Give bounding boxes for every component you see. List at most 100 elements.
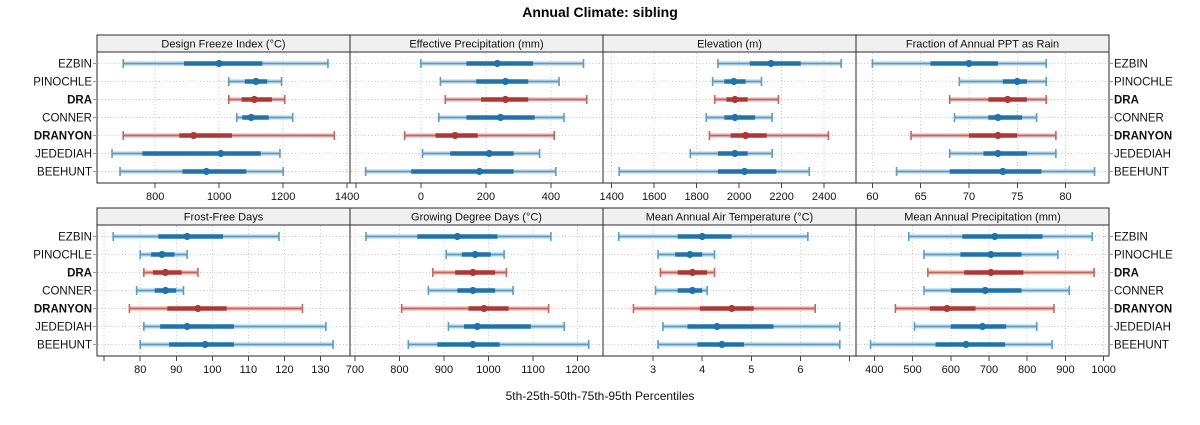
median-dot [994,131,1002,140]
site-label-right-ezbin: EZBIN [1114,59,1148,71]
median-dot [217,149,225,158]
site-label-left-ezbin: EZBIN [58,232,92,244]
axis-tick-label: 60 [866,191,878,203]
axis-tick-label: 1400 [599,191,623,203]
strip-title: Mean Annual Precipitation (mm) [904,212,1061,224]
axis-tick-label: 900 [435,364,453,376]
axis-tick-label: 0 [418,191,424,203]
dra-whisker [713,95,780,104]
axis-tick-label: 100 [203,364,221,376]
strip-title: Design Freeze Index (°C) [161,39,285,51]
dra-whisker [227,95,286,104]
median-dot [183,232,191,241]
site-label-right-beehunt: BEEHUNT [1114,167,1169,179]
chart-title: Annual Climate: sibling [522,4,678,20]
median-dot [965,59,973,68]
median-dot [728,304,736,313]
median-dot [741,131,750,140]
median-dot [183,322,191,331]
axis-tick-label: 1800 [684,191,708,203]
median-dot [1013,77,1021,86]
ezbin-whisker [365,232,552,241]
median-dot [252,77,260,86]
median-dot [994,113,1002,122]
median-dot [473,322,481,331]
median-dot [730,77,738,86]
panel-box [602,224,857,357]
pinochle-whisker [139,250,188,259]
median-dot [453,232,461,241]
panel-design-freeze-index-c: Design Freeze Index (°C) 800 1000 1200 1400 E… [33,34,359,203]
site-label-right-conner: CONNER [1114,113,1164,125]
site-label-right-jedediah: JEDEDIAH [1114,149,1171,161]
axis-tick-label: 2400 [812,191,836,203]
site-label-left-jedediah: JEDEDIAH [35,149,92,161]
site-label-right-dra: DRA [1114,268,1139,280]
dranyon-whisker [708,131,830,140]
jedediah-whisker [111,149,281,158]
median-dot [480,304,488,313]
ezbin-whisker [871,59,1048,68]
axis-tick-label: 500 [903,364,921,376]
median-dot [469,340,477,349]
axis-tick-label: 5 [748,364,754,376]
pinochle-whisker [227,77,283,86]
panel-effective-precipitation-mm: Effective Precipitation (mm) 0 200 400 [349,34,604,203]
dra-whisker [143,268,199,277]
panel-growing-degree-days-c: Growing Degree Days (°C) 700 800 900 1000 110… [346,207,604,376]
pinochle-whisker [923,250,1059,259]
jedediah-whisker [447,322,566,331]
site-label-right-jedediah: JEDEDIAH [1114,322,1171,334]
ezbin-whisker [112,232,280,241]
axis-tick-label: 75 [1011,191,1023,203]
median-dot [698,232,706,241]
axis-tick-label: 1000 [476,364,500,376]
median-dot [501,77,510,86]
axis-tick-label: 120 [275,364,293,376]
median-dot [469,286,477,295]
median-dot [987,250,995,259]
median-dot [158,250,166,259]
site-label-left-conner: CONNER [42,286,92,298]
axis-tick-label: 1100 [521,364,545,376]
panel-frost-free-days: Frost-Free Days 80 90 100 110 120 130 EZBIN PINO… [33,207,351,376]
panel-mean-annual-air-temperature-c: Mean Annual Air Temperature (°C) 3 4 5 6 [602,207,857,376]
jedediah-whisker [662,322,841,331]
axis-tick-label: 700 [346,364,364,376]
median-dot [962,340,970,349]
beehunt-whisker [895,167,1096,176]
site-label-left-dra: DRA [67,268,92,280]
conner-whisker [923,286,1071,295]
beehunt-whisker [657,340,841,349]
site-label-right-pinochle: PINOCHLE [1114,250,1173,262]
beehunt-whisker [139,340,334,349]
panel-fraction-of-annual-ppt-as-rain: Fraction of Annual PPT as Rain 60 65 70 75 80… [855,34,1173,203]
median-dot [731,113,739,122]
site-label-right-dranyon: DRANYON [1114,304,1172,316]
median-dot [999,167,1007,176]
axis-tick-label: 2000 [727,191,751,203]
median-dot [250,95,258,104]
median-dot [496,113,505,122]
conner-whisker [135,286,185,295]
median-dot [493,59,501,68]
axis-tick-label: 65 [915,191,927,203]
axis-tick-label: 80 [134,364,146,376]
median-dot [731,95,739,104]
dranyon-whisker [400,304,550,313]
pinochle-whisker [657,250,716,259]
dranyon-whisker [128,304,304,313]
axis-tick-label: 700 [980,364,998,376]
site-label-right-dra: DRA [1114,95,1139,107]
median-dot [161,268,170,277]
median-dot [987,268,995,277]
jedediah-whisker [689,149,773,158]
beehunt-whisker [869,340,1053,349]
site-label-left-pinochle: PINOCHLE [33,250,92,262]
median-dot [981,286,989,295]
pinochle-whisker [958,77,1048,86]
beehunt-whisker [364,167,557,176]
median-dot [471,250,479,259]
axis-tick-label: 1600 [642,191,666,203]
